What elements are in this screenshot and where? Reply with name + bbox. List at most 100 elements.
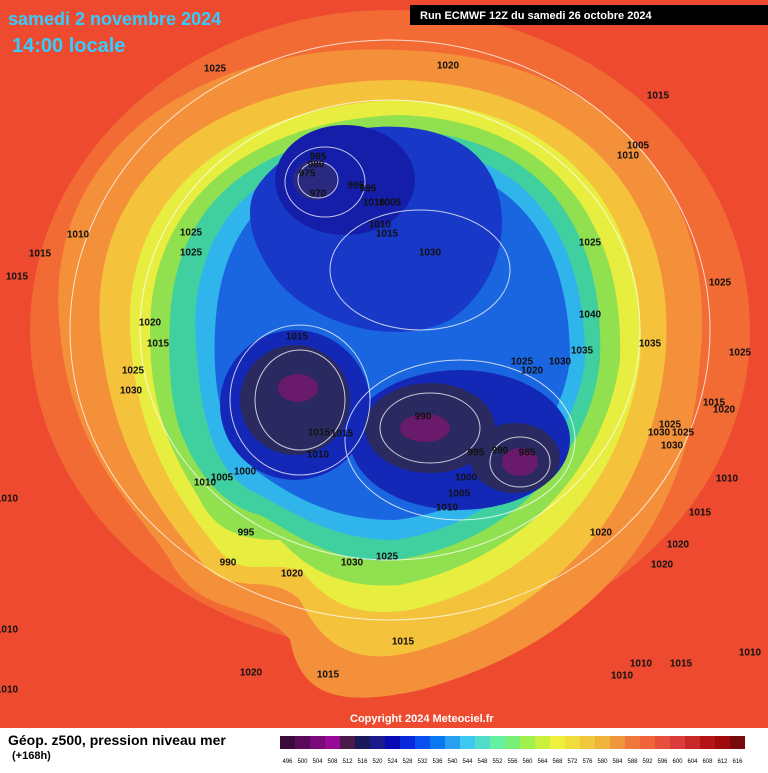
isobar-label: 1010 — [630, 659, 653, 670]
isobar-label: 1015 — [147, 339, 170, 350]
scale-cell — [475, 736, 490, 749]
scale-label: 560 — [522, 759, 533, 765]
color-scale: 496 500 504 508 512 516 520 524 528 532 536 540 544 5… — [280, 736, 745, 765]
scale-label: 568 — [552, 759, 563, 765]
scale-cell — [370, 736, 385, 749]
isobar-label: 1020 — [281, 569, 304, 580]
scale-label: 592 — [642, 759, 653, 765]
scale-label: 576 — [582, 759, 593, 765]
isobar-label: 995 — [348, 181, 365, 192]
isobar-label: 990 — [492, 446, 509, 457]
isobar-label: 1015 — [308, 428, 331, 439]
scale-label: 552 — [492, 759, 503, 765]
scale-cell — [640, 736, 655, 749]
isobar-label: 995 — [238, 528, 255, 539]
isobar-label: 1010 — [307, 450, 330, 461]
scale-cell — [430, 736, 445, 749]
isobar-label: 1015 — [317, 670, 340, 681]
scale-label: 536 — [432, 759, 443, 765]
isobar-label: 1025 — [511, 357, 534, 368]
isobar-label: 995 — [360, 184, 377, 195]
scale-cell — [355, 736, 370, 749]
isobar-label: 1010 — [436, 503, 459, 514]
scale-label: 572 — [567, 759, 578, 765]
isobar-label: 1015 — [6, 272, 29, 283]
isobar-label: 1030 — [341, 558, 364, 569]
isobar-label: 1015 — [376, 229, 399, 240]
scale-label: 596 — [657, 759, 668, 765]
isobar-label: 1030 — [120, 386, 143, 397]
scale-cell — [550, 736, 565, 749]
scale-label: 608 — [702, 759, 713, 765]
isobar-label: 1010 — [0, 625, 19, 636]
isobar-label: 1000 — [234, 467, 257, 478]
scale-label: 500 — [297, 759, 308, 765]
scale-label: 604 — [687, 759, 698, 765]
scale-cell — [700, 736, 715, 749]
isobar-label: 1035 — [639, 339, 662, 350]
isobar-label: 1010 — [617, 151, 640, 162]
scale-cell — [520, 736, 535, 749]
footer-title: Géop. z500, pression niveau mer — [8, 732, 226, 748]
isobar-label: 1025 — [376, 552, 399, 563]
isobar-label: 990 — [220, 558, 237, 569]
isobar-label: 1015 — [703, 398, 726, 409]
scale-label: 612 — [717, 759, 728, 765]
isobar-label: 1015 — [331, 429, 354, 440]
scale-label: 588 — [627, 759, 638, 765]
scale-cell — [310, 736, 325, 749]
isobar-label: 1010 — [716, 474, 739, 485]
scale-label: 508 — [327, 759, 338, 765]
copyright: Copyright 2024 Meteociel.fr — [350, 713, 494, 725]
scale-cell — [400, 736, 415, 749]
isobar-label: 1015 — [29, 249, 52, 260]
scale-cell — [445, 736, 460, 749]
scale-label: 516 — [357, 759, 368, 765]
scale-label: 548 — [477, 759, 488, 765]
scale-label: 528 — [402, 759, 413, 765]
isobar-label: 1005 — [379, 198, 402, 209]
scale-cell — [295, 736, 310, 749]
isobar-label: 1015 — [647, 91, 670, 102]
scale-label: 600 — [672, 759, 683, 765]
isobar-label: 1020 — [667, 540, 690, 551]
scale-label: 520 — [372, 759, 383, 765]
scale-cell — [415, 736, 430, 749]
isobar-label: 1010 — [0, 685, 19, 696]
isobar-label: 1010 — [369, 220, 392, 231]
isobar-label: 1020 — [240, 668, 263, 679]
isobar-label: 1015 — [392, 637, 415, 648]
isobar-label: 995 — [468, 448, 485, 459]
isobar-label: 1005 — [627, 141, 650, 152]
scale-cell — [655, 736, 670, 749]
scale-cell — [460, 736, 475, 749]
scale-cell — [610, 736, 625, 749]
scale-label: 544 — [462, 759, 473, 765]
scale-cell — [325, 736, 340, 749]
isobar-label: 1010 — [611, 671, 634, 682]
isobar-label: 1015 — [689, 508, 712, 519]
isobar-label: 990 — [415, 412, 432, 423]
isobar-label: 1015 — [286, 332, 309, 343]
isobar-label: 970 — [310, 189, 327, 200]
scale-cell — [670, 736, 685, 749]
scale-cell — [625, 736, 640, 749]
scale-cell — [280, 736, 295, 749]
scale-cell — [565, 736, 580, 749]
isobar-label: 1025 — [204, 64, 227, 75]
run-box — [410, 5, 768, 25]
isobar-label: 1030 — [549, 357, 572, 368]
isobar-label: 1025 — [659, 420, 682, 431]
scale-cell — [490, 736, 505, 749]
scale-label: 556 — [507, 759, 518, 765]
isobar-label: 1025 — [729, 348, 752, 359]
date: samedi 2 novembre 2024 — [8, 9, 221, 29]
isobar-label: 1030 — [648, 428, 671, 439]
scale-cell — [505, 736, 520, 749]
isobar-label: 1025 — [180, 228, 203, 239]
scale-cell — [340, 736, 355, 749]
isobar-label: 1020 — [139, 318, 162, 329]
isobar-label: 1020 — [521, 366, 544, 377]
scale-label: 524 — [387, 759, 398, 765]
isobar-label: 985 — [310, 152, 327, 163]
